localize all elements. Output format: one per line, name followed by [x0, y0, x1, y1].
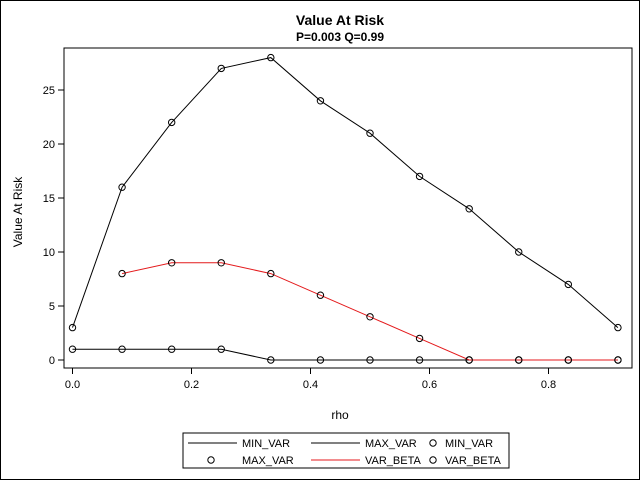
x-tick-label: 0.0: [65, 379, 80, 391]
x-tick-label: 0.6: [422, 379, 437, 391]
x-tick-label: 0.8: [541, 379, 556, 391]
min-var-point: [267, 356, 275, 364]
var-beta-point: [217, 259, 225, 267]
var-beta-point: [316, 291, 325, 299]
max-var-point: [614, 323, 622, 332]
min-var-point: [118, 345, 126, 353]
var-beta-line: [121, 262, 618, 361]
max-var-point: [564, 280, 573, 289]
legend-max-var-label: MAX_VAR: [242, 455, 294, 467]
min-var-point: [316, 356, 325, 364]
max-var-point: [366, 129, 374, 137]
min-var-point: [415, 356, 424, 364]
y-axis-label: Value At Risk: [11, 176, 25, 247]
legend-max-var-label: MAX_VAR: [365, 438, 417, 450]
legend-var-beta-label: VAR_BETA: [365, 455, 421, 467]
max-var-point: [68, 323, 77, 332]
var-beta-point: [118, 269, 126, 278]
x-axis-ticks: 0.0 0.2 0.4 0.6 0.8: [65, 368, 556, 391]
var-beta-point: [366, 313, 374, 321]
x-tick-label: 0.2: [184, 379, 199, 391]
y-tick-label: 15: [43, 193, 55, 205]
max-var-point: [118, 183, 126, 191]
var-beta-point: [515, 356, 523, 364]
chart-subtitle: P=0.003 Q=0.99: [296, 30, 384, 44]
max-var-point: [167, 118, 176, 127]
x-axis-label: rho: [331, 408, 349, 422]
series-layer: [68, 53, 622, 364]
y-tick-label: 20: [43, 139, 55, 151]
max-var-point: [465, 205, 473, 213]
legend-min-var-marker-swatch: [429, 439, 437, 447]
legend-var-beta-label: VAR_BETA: [445, 455, 501, 467]
var-beta-point: [465, 356, 473, 364]
max-var-point: [217, 64, 225, 73]
min-var-point: [366, 356, 374, 364]
var-beta-point: [415, 334, 424, 343]
y-tick-label: 25: [43, 85, 55, 97]
legend-box: [182, 432, 510, 469]
min-var-point: [167, 345, 176, 353]
min-var-point: [68, 345, 77, 353]
y-tick-label: 10: [43, 247, 55, 259]
legend: MIN_VAR MAX_VAR MIN_VAR MAX_VAR VAR_BETA VAR_…: [182, 432, 510, 469]
max-var-point: [267, 53, 275, 62]
legend-max-var-marker-swatch: [207, 456, 215, 464]
chart-title: Value At Risk: [296, 12, 384, 28]
x-tick-label: 0.4: [303, 379, 318, 391]
legend-var-beta-marker-swatch: [429, 456, 437, 464]
var-beta-point: [167, 259, 176, 267]
legend-min-var-label: MIN_VAR: [242, 438, 290, 450]
max-var-point: [415, 172, 424, 181]
var-beta-point: [267, 269, 275, 278]
max-var-point: [515, 248, 523, 256]
min-var-line: [72, 348, 618, 361]
max-var-line: [72, 57, 619, 328]
min-var-point: [217, 345, 225, 353]
var-beta-point: [564, 356, 573, 364]
y-axis-ticks: 0 5 10 15 20 25: [43, 85, 64, 367]
plot-area: [63, 47, 633, 369]
y-tick-label: 0: [49, 355, 55, 367]
var-beta-point: [614, 356, 622, 364]
y-tick-label: 5: [49, 301, 55, 313]
legend-min-var-label: MIN_VAR: [445, 438, 493, 450]
max-var-point: [316, 97, 325, 105]
